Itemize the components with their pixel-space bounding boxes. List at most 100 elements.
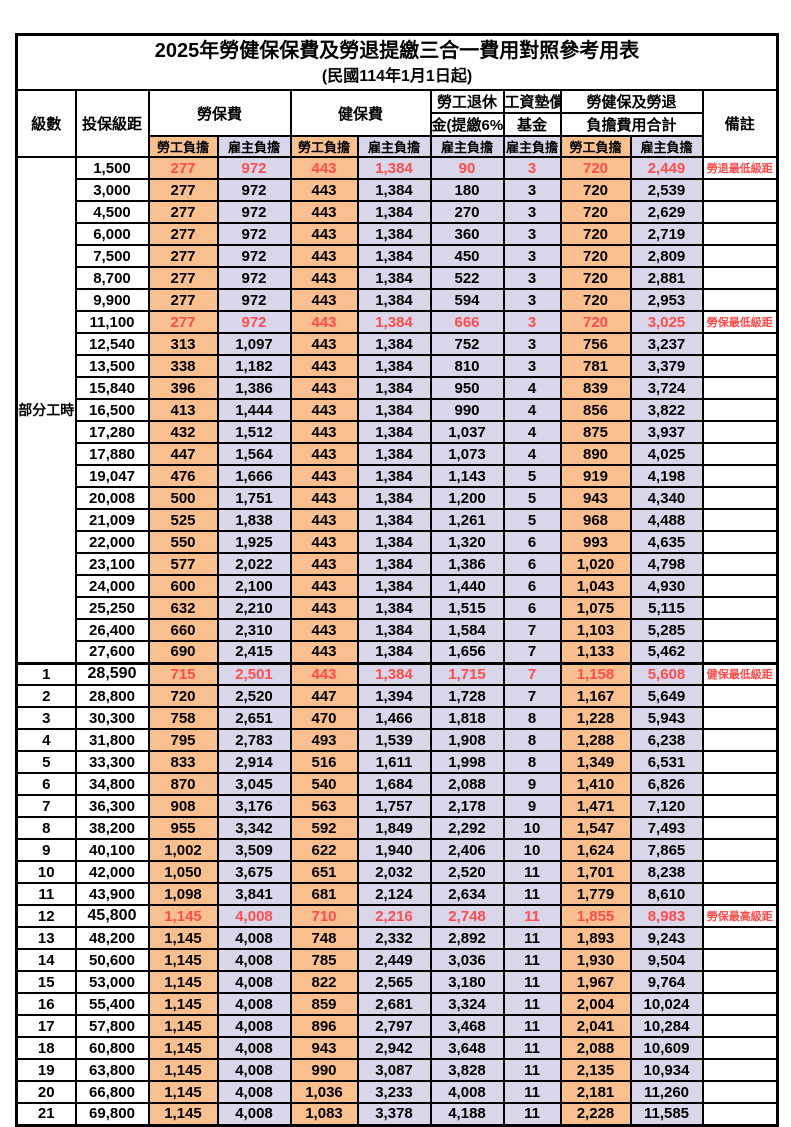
col-header-health-insurance: 健保費 [289,89,432,137]
remark-cell [701,596,779,620]
health-employee-cell: 443 [289,596,359,620]
remark-cell [701,552,779,576]
wage-fund-employer-cell: 5 [502,486,562,510]
health-employer-cell: 1,384 [356,288,432,312]
wage-fund-employer-cell: 3 [502,332,562,356]
level-cell: 19 [15,1058,77,1082]
labor-employer-cell: 4,008 [216,992,292,1016]
bracket-cell: 9,900 [74,288,150,312]
pension-employer-cell: 2,088 [429,772,505,796]
bracket-cell: 60,800 [74,1036,150,1060]
table-row: 23,100 577 2,022 443 1,384 1,386 6 1,020 4,798 [17,552,779,576]
health-employee-cell: 943 [289,1036,359,1060]
health-employee-cell: 443 [289,618,359,642]
col-header-bracket: 投保級距 [74,89,150,158]
title-row: 2025年勞健保保費及勞退提繳三合一費用對照參考用表 (民國114年1月1日起) [15,33,779,91]
health-employer-cell: 1,384 [356,200,432,224]
table-row: 3 30,300 758 2,651 470 1,466 1,818 8 1,228 5,943 [15,706,779,730]
pension-employer-cell: 810 [429,354,505,378]
health-employer-cell: 1,384 [356,552,432,576]
health-employee-cell: 443 [289,310,359,334]
labor-employer-cell: 4,008 [216,1080,292,1104]
total-employer-cell: 5,608 [629,661,704,686]
title-cell: 2025年勞健保保費及勞退提繳三合一費用對照參考用表 (民國114年1月1日起) [15,33,779,91]
remark-cell [701,464,779,488]
table-row: 8 38,200 955 3,342 592 1,849 2,292 10 1,547 7,493 [15,816,779,840]
level-cell: 17 [15,1014,77,1038]
health-employer-cell: 2,216 [356,904,432,928]
health-employee-cell: 443 [289,266,359,290]
bracket-cell: 19,047 [74,464,150,488]
total-employer-cell: 7,865 [629,838,704,862]
pension-employer-cell: 180 [429,178,505,202]
premium-reference-table: 2025年勞健保保費及勞退提繳三合一費用對照參考用表 (民國114年1月1日起)… [15,33,780,1127]
labor-employee-cell: 396 [147,376,219,400]
total-employer-cell: 5,115 [629,596,704,620]
labor-employee-cell: 277 [147,200,219,224]
header-row-1: 級數 投保級距 勞保費 健保費 勞工退休 工資墊償 勞健保及勞退 備註 [15,89,779,158]
table-row: 18 60,800 1,145 4,008 943 2,942 3,648 11 2,088 10… [15,1036,779,1060]
level-cell: 20 [15,1080,77,1104]
pension-employer-cell: 2,520 [429,860,505,884]
level-cell: 13 [15,926,77,950]
bracket-cell: 34,800 [74,772,150,796]
table-row: 9,900 277 972 443 1,384 594 3 720 2,953 [17,288,779,312]
labor-employer-cell: 972 [216,288,292,312]
health-employer-cell: 1,384 [356,310,432,334]
total-employee-cell: 1,701 [559,860,632,884]
health-employee-cell: 443 [289,574,359,598]
health-employee-cell: 563 [289,794,359,818]
table-row: 7 36,300 908 3,176 563 1,757 2,178 9 1,471 7,120 [15,794,779,818]
pension-employer-cell: 950 [429,376,505,400]
table-row: 10 42,000 1,050 3,675 651 2,032 2,520 11 1,701 8,… [15,860,779,884]
pension-employer-cell: 666 [429,310,505,334]
labor-employee-cell: 1,145 [147,1058,219,1082]
total-employee-cell: 968 [559,508,632,532]
labor-employer-cell: 2,415 [216,640,292,664]
health-employer-cell: 1,384 [356,640,432,664]
total-employer-cell: 4,488 [629,508,704,532]
health-employer-cell: 2,449 [356,948,432,972]
remark-cell [701,816,779,840]
bracket-cell: 57,800 [74,1014,150,1038]
health-employer-cell: 1,539 [356,728,432,752]
total-employee-cell: 1,167 [559,684,632,708]
bracket-cell: 27,600 [74,640,150,664]
col-header-remark: 備註 [701,89,779,158]
wage-fund-employer-cell: 6 [502,530,562,554]
pension-employer-cell: 2,892 [429,926,505,950]
wage-fund-employer-cell: 11 [502,1014,562,1038]
remark-cell [701,948,779,972]
subheader-total-employer: 雇主負擔 [629,135,704,158]
total-employee-cell: 2,135 [559,1058,632,1082]
wage-fund-employer-cell: 6 [502,552,562,576]
pension-employer-cell: 594 [429,288,505,312]
health-employer-cell: 1,384 [356,178,432,202]
health-employee-cell: 681 [289,882,359,906]
bracket-cell: 36,300 [74,794,150,818]
health-employer-cell: 1,384 [356,156,432,180]
labor-employer-cell: 2,651 [216,706,292,730]
total-employee-cell: 890 [559,442,632,466]
level-cell: 2 [15,684,77,708]
table-row: 16,500 413 1,444 443 1,384 990 4 856 3,822 [17,398,779,422]
labor-employee-cell: 277 [147,244,219,268]
wage-fund-employer-cell: 10 [502,838,562,862]
bracket-cell: 7,500 [74,244,150,268]
total-employer-cell: 4,340 [629,486,704,510]
table-row: 6 34,800 870 3,045 540 1,684 2,088 9 1,410 6,826 [15,772,779,796]
wage-fund-employer-cell: 11 [502,882,562,906]
bracket-cell: 38,200 [74,816,150,840]
level-cell: 18 [15,1036,77,1060]
wage-fund-employer-cell: 6 [502,574,562,598]
labor-employee-cell: 525 [147,508,219,532]
total-employer-cell: 3,379 [629,354,704,378]
total-employer-cell: 2,953 [629,288,704,312]
total-employee-cell: 1,103 [559,618,632,642]
table-row: 25,250 632 2,210 443 1,384 1,515 6 1,075 5,115 [17,596,779,620]
table-row: 12 45,800 1,145 4,008 710 2,216 2,748 11 1,855 8,… [15,904,779,928]
pension-employer-cell: 2,634 [429,882,505,906]
pension-employer-cell: 1,998 [429,750,505,774]
labor-employer-cell: 972 [216,156,292,180]
health-employer-cell: 2,942 [356,1036,432,1060]
